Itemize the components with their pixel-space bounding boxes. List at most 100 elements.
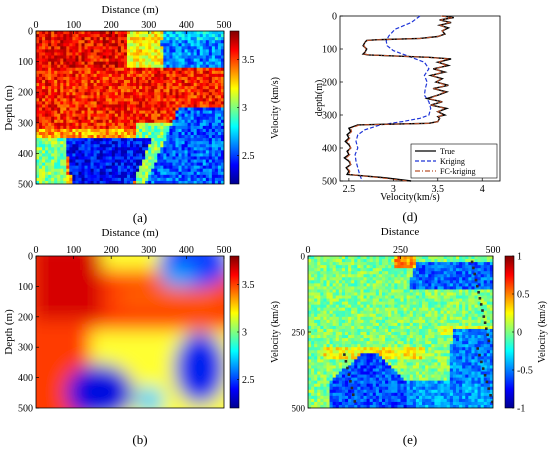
colorbar-tick-label: 2.5 (242, 151, 255, 162)
panel-b-ylabel: Depth (m) (3, 309, 15, 355)
xtick-label: 0 (34, 245, 39, 256)
legend-label-fckriging: FC-kriging (440, 167, 476, 176)
colorbar-tick-label: 3 (242, 103, 247, 114)
ytick-label: 0 (332, 12, 337, 23)
ytick-label: 250 (292, 328, 306, 338)
xtick-label: 0 (34, 20, 39, 31)
xtick-label: 250 (393, 245, 408, 256)
panel-d-lines (343, 15, 454, 182)
ytick-label: 500 (18, 404, 33, 415)
colorbar-tick-label: 1 (517, 252, 522, 263)
xtick-label: 500 (217, 20, 232, 31)
xtick-label: 500 (217, 245, 232, 256)
legend-label-kriging: Kriging (440, 157, 465, 166)
fault-marker (478, 297, 482, 300)
panel-a: Distance (m) 0 100 200 300 400 500 0 100 200 300… (3, 4, 281, 225)
fault-marker (483, 374, 487, 377)
fault-marker (343, 353, 346, 356)
panel-a-xticks: 0 100 200 300 400 500 (34, 20, 232, 34)
xtick-label: 300 (141, 245, 156, 256)
ytick-label: 500 (292, 404, 306, 414)
fault-marker (349, 380, 352, 383)
series-line-kriging (354, 15, 432, 182)
panel-e-caption: (e) (403, 432, 417, 447)
fault-marker (491, 400, 493, 404)
panel-b-colorbar-ticks: 3.5 3 2.5 (237, 280, 255, 386)
fault-marker (481, 367, 485, 370)
ytick-label: 500 (18, 180, 33, 191)
panel-a-colorbar-ticks: 3.5 3 2.5 (237, 55, 255, 162)
ytick-label: 200 (18, 312, 33, 323)
panel-d-ylabel: depth(m) (314, 80, 325, 117)
ytick-label: 0 (28, 252, 33, 263)
xtick-label: 3.5 (432, 184, 445, 195)
xtick-label: 3 (391, 184, 396, 195)
fault-marker (476, 284, 479, 288)
ytick-label: 0 (301, 252, 306, 262)
colorbar-tick-label: -0.5 (517, 366, 533, 377)
fault-marker (483, 321, 487, 324)
ytick-label: 0 (28, 27, 33, 38)
colorbar-tick-label: 0 (517, 328, 522, 339)
panel-a-heatmap (36, 31, 224, 184)
series-line-fc-kriging (345, 15, 453, 182)
fault-marker (474, 278, 478, 282)
panel-e-xticks: 0 250 500 (306, 245, 501, 259)
panel-b-heatmap (36, 256, 224, 408)
panel-b-yticks: 0 100 200 300 400 500 (18, 252, 39, 415)
xtick-label: 0 (306, 245, 311, 256)
panel-e-colorbar-label: Velocity (km/s) (537, 301, 548, 363)
panel-e-colorbar-ticks: 1 0.5 0 -0.5 -1 (512, 252, 533, 415)
fault-marker (486, 333, 489, 337)
ytick-label: 300 (18, 118, 33, 129)
panel-a-ylabel: Depth (m) (3, 85, 15, 131)
panel-d-legend: True Kriging FC-kriging (410, 143, 498, 179)
panel-d-xlabel: Velocity(km/s) (380, 192, 439, 203)
panel-a-caption: (a) (133, 210, 147, 225)
fault-marker (346, 366, 349, 370)
fault-marker (481, 309, 484, 312)
xtick-label: 100 (66, 245, 81, 256)
panel-e-yticks: 0 250 500 (292, 252, 311, 414)
fault-marker (487, 339, 491, 343)
fault-marker (489, 394, 492, 397)
panel-e: Distance 0 250 500 0 250 500 1 0.5 0 -0.5 -1 Vel… (292, 226, 549, 447)
fault-marker (480, 360, 483, 364)
xtick-label: 500 (486, 245, 501, 256)
panel-a-yticks: 0 100 200 300 400 500 (18, 27, 39, 191)
fault-marker (350, 386, 354, 390)
xtick-label: 400 (179, 20, 194, 31)
fault-marker (479, 303, 483, 306)
fault-marker (473, 272, 476, 276)
ytick-label: 300 (322, 111, 337, 122)
ytick-label: 400 (322, 144, 337, 155)
fault-marker (478, 353, 481, 357)
panel-b-frame (35, 255, 225, 409)
xtick-label: 200 (104, 245, 119, 256)
fault-marker (485, 380, 489, 384)
colorbar-tick-label: 3.5 (242, 55, 255, 66)
xtick-label: 2.5 (343, 184, 356, 195)
fault-marker (477, 291, 480, 294)
xtick-label: 4 (480, 184, 485, 195)
fault-marker (482, 315, 486, 318)
xtick-label: 200 (104, 20, 119, 31)
panel-e-heatmap (308, 256, 493, 408)
ytick-label: 100 (18, 282, 33, 293)
fault-marker (344, 360, 348, 363)
colorbar-tick-label: 0.5 (517, 290, 530, 301)
fault-marker (472, 266, 475, 270)
ytick-label: 500 (322, 177, 337, 188)
panel-d-caption: (d) (402, 209, 417, 224)
ytick-label: 200 (18, 88, 33, 99)
fault-marker (476, 347, 479, 350)
fault-marker (487, 387, 490, 390)
colorbar-tick-label: 3 (242, 328, 247, 339)
panel-a-colorbar-label: Velocity (km/s) (270, 77, 281, 139)
ytick-label: 400 (18, 373, 33, 384)
panel-d-xticks: 2.5 3 3.5 4 (343, 178, 485, 195)
xtick-label: 400 (179, 245, 194, 256)
panel-b-caption: (b) (132, 432, 147, 447)
panel-a-xlabel: Distance (m) (101, 4, 158, 16)
fault-marker (347, 373, 351, 376)
